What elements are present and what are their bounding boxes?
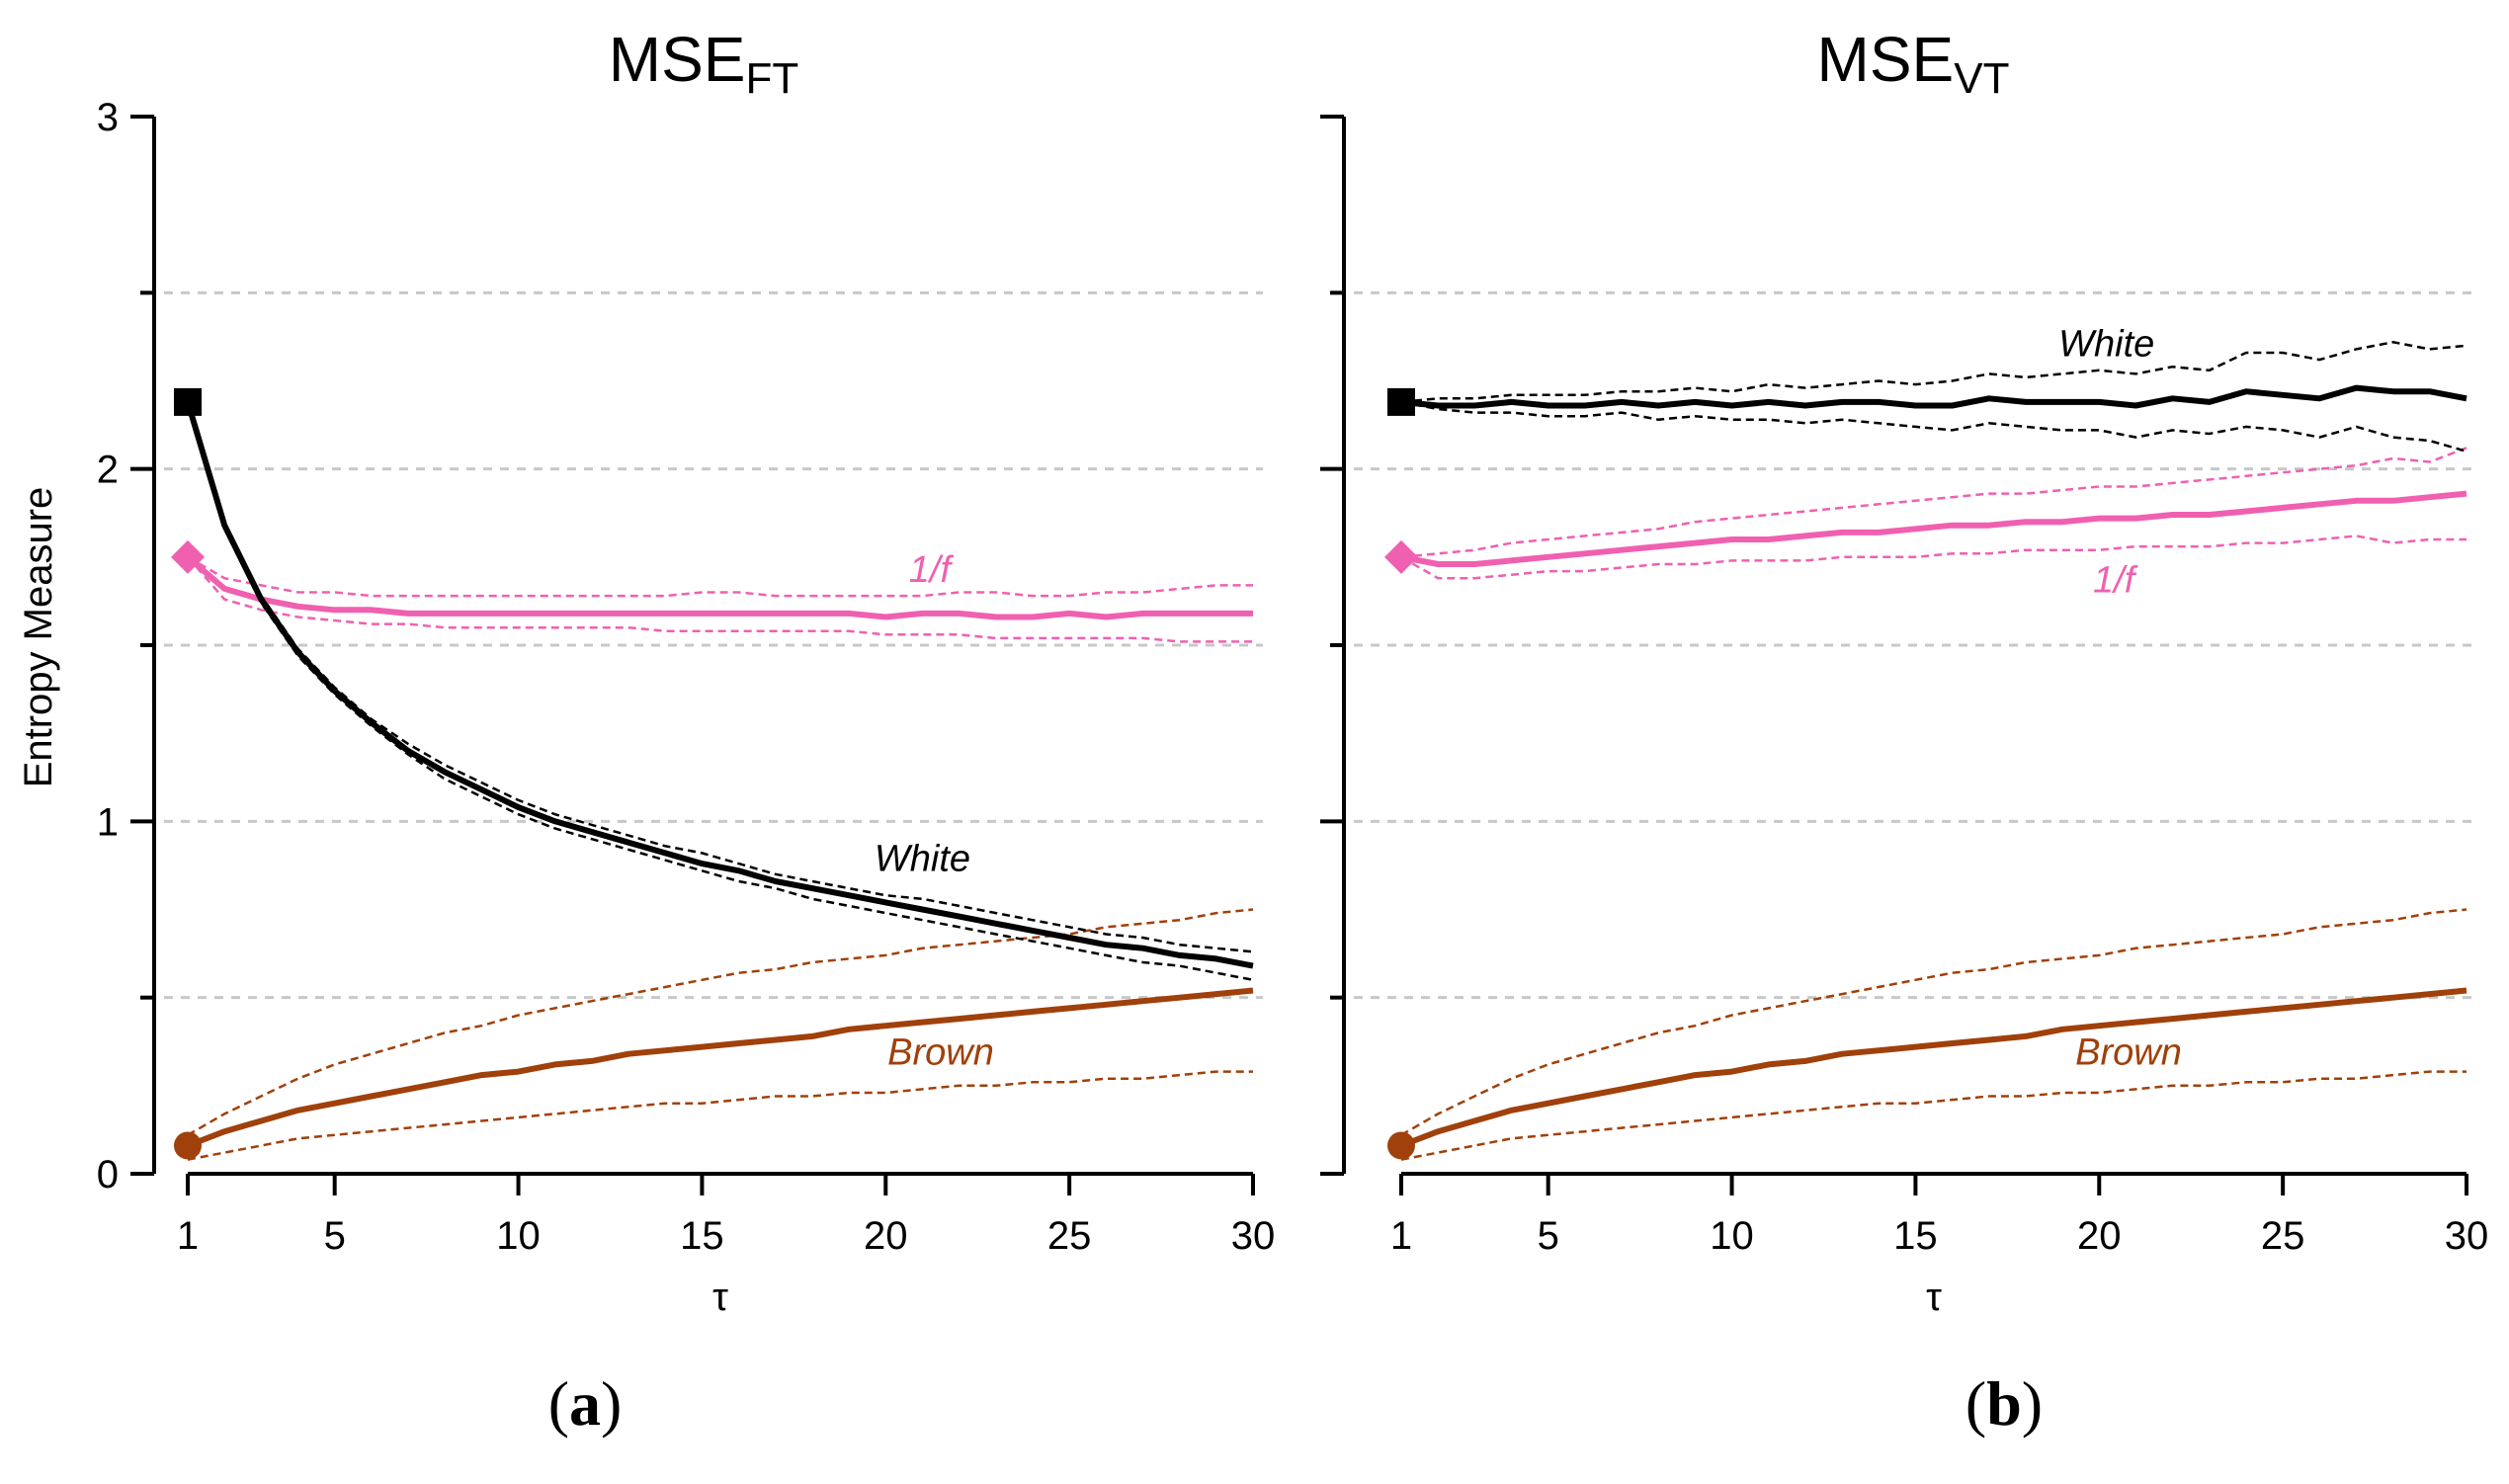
series-white-marker	[174, 387, 202, 416]
series-brown-marker	[1387, 1131, 1415, 1160]
y-tick-label: 2	[97, 449, 119, 492]
series-brown-lower-bound	[187, 1070, 1253, 1161]
x-tick-label: 25	[1047, 1214, 1092, 1258]
y-tick-label: 3	[97, 96, 119, 139]
y-axis-label: Entropy Measure	[17, 487, 60, 788]
chart-title-main: MSE	[609, 24, 746, 95]
chart-title-b: MSEVT	[1817, 24, 2010, 103]
series-white-mean-line	[1400, 384, 2467, 409]
x-tick-label: 30	[1231, 1214, 1276, 1258]
chart-title-subscript: VT	[1954, 54, 2009, 103]
panel-letter-a-text: a	[569, 1368, 601, 1439]
annotation-white: White	[2058, 324, 2154, 366]
x-axis-label: τ	[712, 1276, 728, 1319]
panel-letter-b-text: b	[1986, 1368, 2022, 1439]
series-pink-upper-bound	[1400, 447, 2467, 559]
series-pink-mean-line	[1400, 490, 2467, 567]
x-tick-label: 25	[2261, 1214, 2305, 1258]
y-tick-label: 0	[97, 1153, 119, 1196]
annotation-pink: 1/f	[909, 549, 955, 591]
x-tick-label: 10	[496, 1214, 541, 1258]
x-tick-label: 5	[324, 1214, 346, 1258]
x-axis-label: τ	[1926, 1276, 1942, 1319]
annotation-white: White	[875, 838, 970, 879]
x-tick-label: 20	[2077, 1214, 2122, 1258]
series-brown-marker	[174, 1131, 202, 1160]
series-pink-upper-bound	[187, 555, 1253, 598]
chart-title-a: MSEFT	[609, 24, 798, 103]
y-tick-label: 1	[97, 800, 119, 844]
x-tick-label: 20	[864, 1214, 908, 1258]
panel-letter-a: (a)	[548, 1368, 623, 1439]
series-brown-upper-bound	[187, 908, 1254, 1136]
series-white-lower-bound	[1400, 400, 2467, 453]
series-white-mean-line	[185, 401, 1254, 969]
series-brown-mean-line	[186, 987, 1254, 1149]
annotation-pink: 1/f	[2093, 560, 2138, 602]
annotation-brown: Brown	[2075, 1031, 2182, 1073]
panel-letter-b: (b)	[1965, 1368, 2043, 1439]
chart-title-main: MSE	[1817, 24, 1955, 95]
x-tick-label: 1	[177, 1214, 199, 1258]
x-tick-label: 15	[1893, 1214, 1938, 1258]
x-tick-label: 15	[680, 1214, 724, 1258]
series-pink-mean-line	[186, 554, 1253, 620]
series-brown-upper-bound	[1400, 908, 2467, 1136]
x-tick-label: 10	[1710, 1214, 1754, 1258]
series-brown-mean-line	[1399, 987, 2467, 1149]
series-pink-marker	[1384, 539, 1418, 574]
series-pink-marker	[171, 539, 205, 574]
x-tick-label: 5	[1538, 1214, 1559, 1258]
series-white-upper-bound	[1400, 341, 2467, 404]
series-brown-lower-bound	[1400, 1070, 2467, 1161]
x-tick-label: 30	[2445, 1214, 2489, 1258]
chart-title-subscript: FT	[745, 54, 798, 103]
x-tick-label: 1	[1390, 1214, 1412, 1258]
series-pink-lower-bound	[187, 555, 1253, 643]
series-white-marker	[1387, 387, 1415, 416]
annotation-brown: Brown	[887, 1031, 994, 1073]
series-pink-lower-bound	[1400, 535, 2467, 580]
series-white-lower-bound	[186, 401, 1254, 982]
